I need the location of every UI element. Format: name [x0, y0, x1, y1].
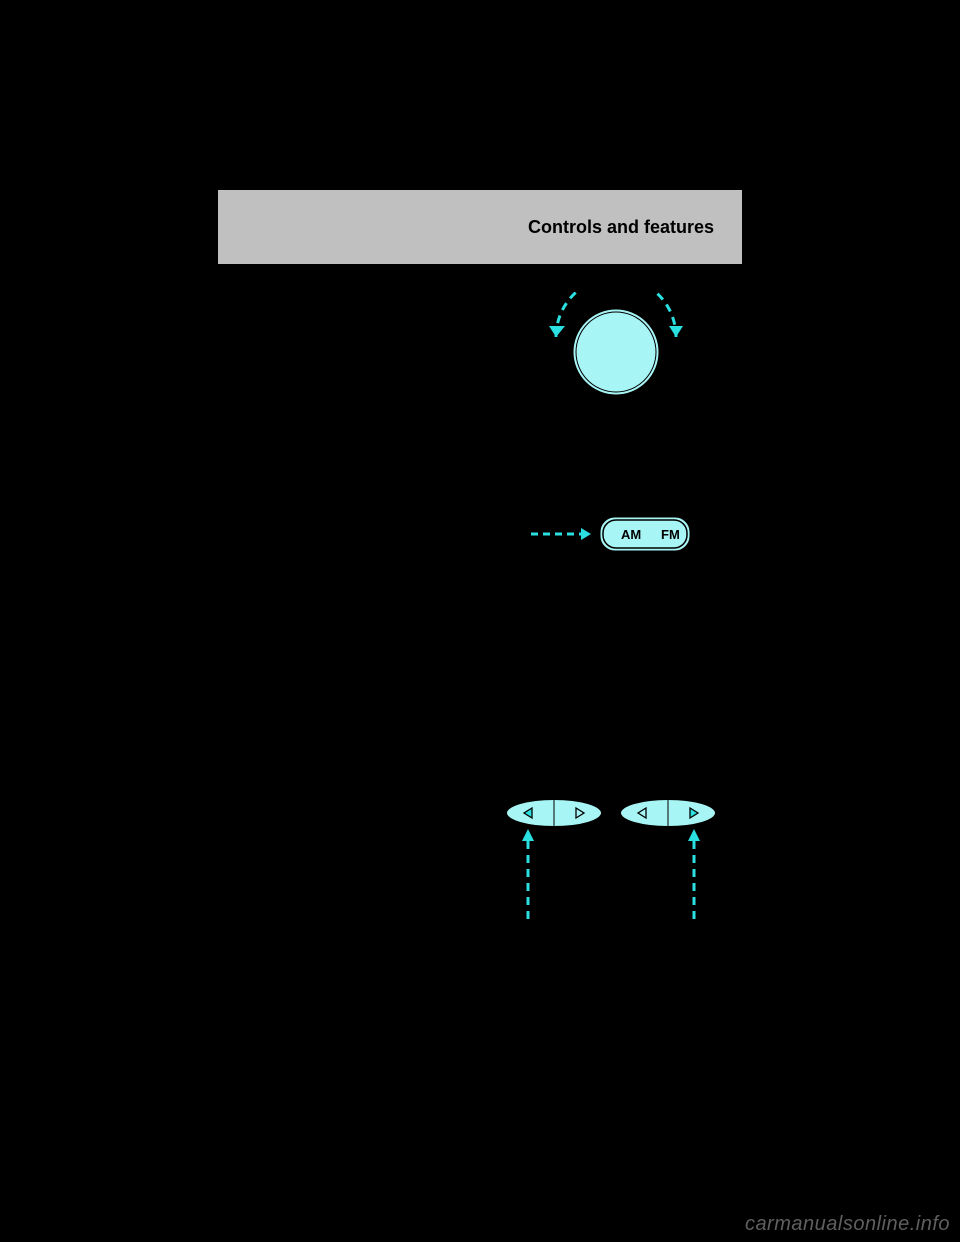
amfm-text: The AM/FM select control works in radio … — [228, 529, 478, 570]
amfm-tape-title: AM/FM select in tape mode — [228, 666, 732, 686]
svg-text:FM: FM — [661, 527, 680, 542]
amfm-radio-text: This control allows you to select AM or … — [228, 608, 732, 649]
tune-section: Tune adjust The tune control works in ra… — [228, 725, 732, 1006]
amfm-button-icon: AM FM — [521, 509, 701, 559]
amfm-section: AM/FM select The AM/FM select control wo… — [228, 509, 732, 570]
page-title: Controls and features — [528, 217, 714, 238]
left-arrow-icon — [271, 817, 289, 834]
tune-up-line: Press to move to the next frequency up t… — [228, 925, 478, 1006]
svg-text:AM: AM — [621, 527, 641, 542]
header-bar: Controls and features — [218, 190, 742, 264]
amfm-text-block: AM/FM select The AM/FM select control wo… — [228, 509, 478, 570]
manual-page: Controls and features Turn control to ra… — [218, 190, 742, 1110]
amfm-title: AM/FM select — [228, 509, 478, 529]
watermark: carmanualsonline.info — [745, 1213, 950, 1236]
tune-down-line: Press to move to the next frequency down… — [228, 816, 478, 917]
tune-title: Tune adjust — [228, 725, 478, 745]
amfm-tape-text: Press this control to stop tape play and… — [228, 687, 732, 707]
volume-diagram — [490, 292, 732, 412]
amfm-radio-section: AM/FM select in radio mode This control … — [228, 588, 732, 649]
amfm-diagram: AM FM — [490, 509, 732, 559]
amfm-tape-section: AM/FM select in tape mode Press this con… — [228, 666, 732, 707]
tune-radio-title: Tune adjust in radio mode — [228, 796, 478, 816]
page-content: Turn control to raise or lower volume. I… — [218, 264, 742, 1006]
amfm-radio-block: AM/FM select in radio mode This control … — [228, 588, 732, 649]
tune-buttons-icon — [496, 769, 726, 939]
amfm-radio-title: AM/FM select in radio mode — [228, 588, 732, 608]
avc-note: If the volume is set above a certain lev… — [228, 430, 732, 491]
volume-section: Turn control to raise or lower volume. — [228, 292, 732, 412]
tune-up-pre: Press — [228, 926, 271, 943]
tune-down-pre: Press — [228, 817, 271, 834]
page-number: 31 — [714, 1014, 732, 1036]
right-arrow-icon — [271, 926, 289, 943]
amfm-tape-block: AM/FM select in tape mode Press this con… — [228, 666, 732, 707]
avc-text: If the volume is set above a certain lev… — [228, 430, 732, 491]
tune-diagram — [490, 725, 732, 939]
rotary-knob-icon — [521, 292, 701, 412]
tune-text: The tune control works in radio mode. — [228, 745, 478, 786]
tune-text-block: Tune adjust The tune control works in ra… — [228, 725, 478, 1006]
volume-text: Turn control to raise or lower volume. — [228, 292, 478, 312]
